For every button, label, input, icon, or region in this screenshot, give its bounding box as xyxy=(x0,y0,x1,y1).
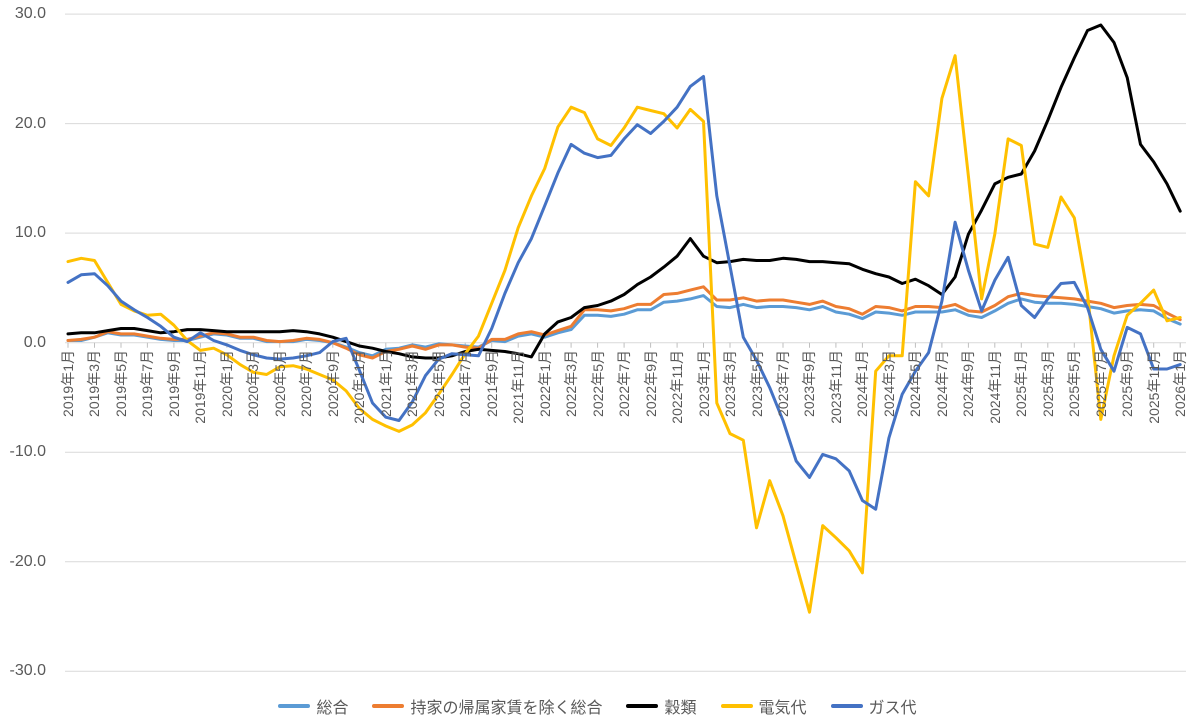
legend-item-sogo: 総合 xyxy=(278,694,348,718)
legend-label-ex-imputed-rent: 持家の帰属家賃を除く総合 xyxy=(410,700,603,717)
legend-item-gas: ガス代 xyxy=(830,694,917,718)
y-axis-tick-label: 0.0 xyxy=(23,333,46,351)
legend-item-electricity: 電気代 xyxy=(720,694,807,718)
legend-line-swatch-cereals xyxy=(626,704,659,708)
series-line-2 xyxy=(66,23,1182,360)
legend-line-swatch-gas xyxy=(830,704,863,708)
y-axis-tick-label: -10.0 xyxy=(9,443,46,461)
y-axis-tick-label: 30.0 xyxy=(14,5,46,23)
legend-label-cereals: 穀類 xyxy=(664,700,697,717)
legend-line-swatch-ex-imputed-rent xyxy=(372,704,405,708)
legend-label-electricity: 電気代 xyxy=(758,700,807,717)
legend-label-sogo: 総合 xyxy=(316,700,349,717)
y-axis-tick-label: 10.0 xyxy=(14,224,46,242)
legend-item-cereals: 穀類 xyxy=(626,694,697,718)
x-axis-tick-label: 2026年1月 xyxy=(1172,350,1189,417)
series-line-3 xyxy=(66,54,1182,614)
legend-line-swatch-electricity xyxy=(720,704,753,708)
y-axis-tick-label: -30.0 xyxy=(9,662,46,680)
series-line-4 xyxy=(66,75,1182,511)
legend: 総合 持家の帰属家賃を除く総合 穀類 電気代 ガス代 xyxy=(0,691,1195,721)
legend-item-ex-imputed-rent: 持家の帰属家賃を除く総合 xyxy=(372,694,602,718)
legend-label-gas: ガス代 xyxy=(868,700,917,717)
y-axis-tick-label: 20.0 xyxy=(14,114,46,132)
series-line-1 xyxy=(66,285,1182,360)
y-axis-tick-label: -20.0 xyxy=(9,552,46,570)
legend-line-swatch-sogo xyxy=(278,704,311,708)
